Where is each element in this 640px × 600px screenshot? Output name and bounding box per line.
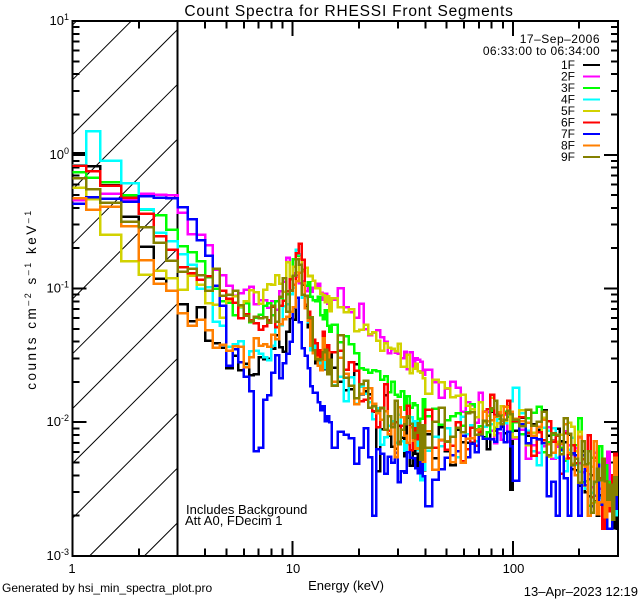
svg-text:7F: 7F	[561, 127, 575, 141]
svg-text:9F: 9F	[561, 150, 575, 164]
svg-text:Generated by hsi_min_spectra_p: Generated by hsi_min_spectra_plot.pro	[2, 581, 212, 595]
svg-text:10: 10	[286, 561, 300, 576]
svg-text:8F: 8F	[561, 139, 575, 153]
svg-text:Att A0, FDecim 1: Att A0, FDecim 1	[185, 513, 283, 528]
svg-text:1F: 1F	[561, 58, 575, 72]
svg-text:4F: 4F	[561, 93, 575, 107]
svg-text:5F: 5F	[561, 104, 575, 118]
svg-text:17–Sep–2006: 17–Sep–2006	[520, 32, 600, 46]
svg-text:6F: 6F	[561, 116, 575, 130]
svg-text:Includes Background: Includes Background	[186, 502, 307, 517]
svg-text:13–Apr–2023 12:19: 13–Apr–2023 12:19	[524, 584, 638, 599]
svg-text:counts cm–2 s–1 keV–1: counts cm–2 s–1 keV–1	[23, 208, 39, 390]
svg-text:2F: 2F	[561, 70, 575, 84]
svg-text:3F: 3F	[561, 81, 575, 95]
svg-text:Energy (keV): Energy (keV)	[308, 578, 384, 593]
svg-text:100: 100	[503, 561, 525, 576]
svg-text:Count Spectra for RHESSI Front: Count Spectra for RHESSI Front Segments	[184, 3, 513, 20]
svg-text:1: 1	[68, 561, 75, 576]
svg-text:06:33:00 to 06:34:00: 06:33:00 to 06:34:00	[483, 44, 600, 58]
